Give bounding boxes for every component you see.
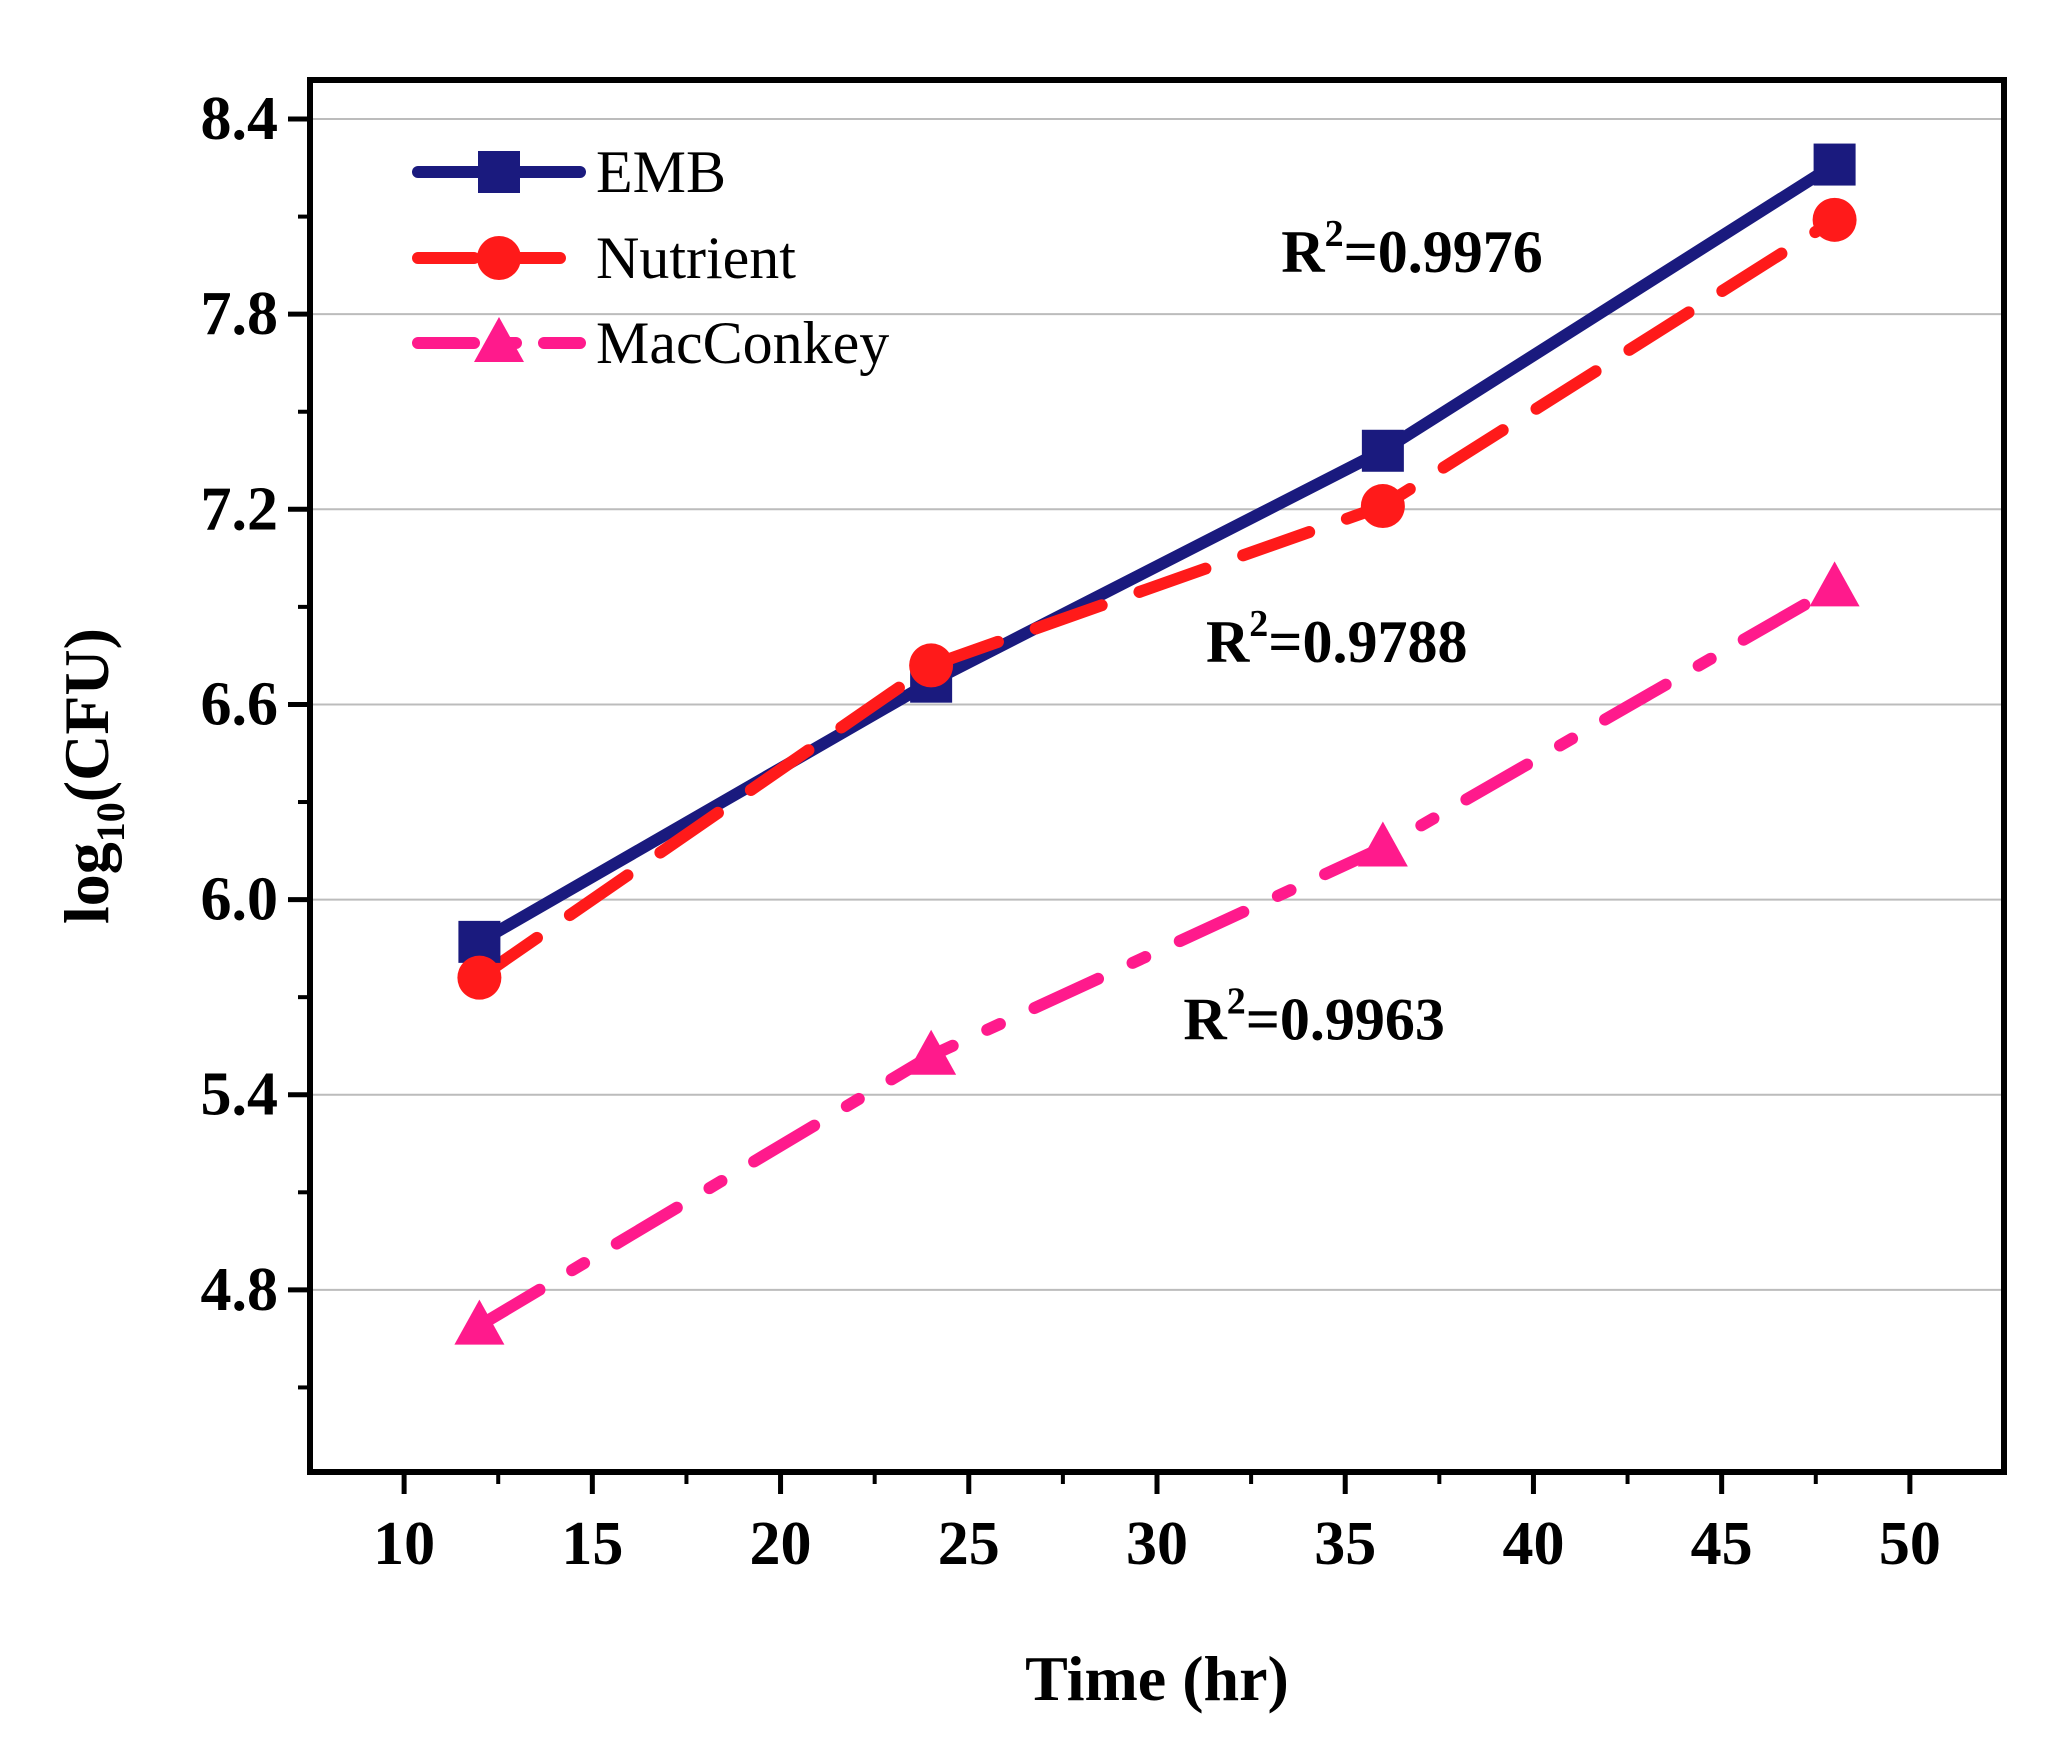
x-tick-label: 50 [1879, 1510, 1941, 1578]
r-squared-annotation: R2=0.9976 [1281, 213, 1543, 285]
data-point-nutrient [1360, 484, 1405, 529]
axes: 4.8 5.4 6.0 6.6 7.2 7.8 8.4 10 15 20 25 30 35 40 45 50 [201, 85, 1941, 1578]
r-squared-prefix: R [1281, 219, 1325, 285]
x-axis-title: Time (hr) [1025, 1643, 1289, 1714]
data-point-macconkey [454, 1299, 505, 1345]
x-tick-label: 45 [1691, 1510, 1753, 1578]
data-point-macconkey [906, 1029, 957, 1075]
x-tick-label: 25 [938, 1510, 1000, 1578]
y-tick-label: 4.8 [201, 1256, 279, 1324]
y-axis-title-subscript: 10 [88, 802, 133, 842]
r-squared-annotation: R2=0.9963 [1183, 980, 1445, 1052]
r-squared-value: =0.9963 [1246, 986, 1445, 1052]
y-tick-label: 6.0 [201, 866, 279, 934]
r-squared-superscript: 2 [1249, 603, 1268, 645]
x-tick-label: 35 [1314, 1510, 1376, 1578]
series-line-emb [473, 158, 1841, 948]
legend-marker-nutrient [477, 236, 521, 280]
y-axis-title: log10(CFU) [51, 628, 133, 924]
legend-label-emb: EMB [596, 139, 726, 205]
legend-label-nutrient: Nutrient [596, 225, 796, 291]
y-tick-label: 7.8 [201, 280, 279, 348]
r-squared-superscript: 2 [1227, 980, 1246, 1022]
data-point-nutrient [1812, 197, 1857, 242]
x-tick-label: 30 [1126, 1510, 1188, 1578]
series-markers [454, 143, 1860, 1345]
x-tick-label: 20 [750, 1510, 812, 1578]
y-tick-label: 8.4 [201, 85, 279, 153]
r-squared-prefix: R [1183, 986, 1227, 1052]
y-tick-label: 7.2 [201, 475, 279, 543]
legend-marker-macconkey [474, 317, 524, 362]
gridlines [310, 118, 2004, 1291]
data-point-emb [1813, 143, 1856, 186]
legend-label-macconkey: MacConkey [596, 310, 889, 376]
x-tick-label: 15 [561, 1510, 623, 1578]
r-squared-prefix: R [1206, 609, 1250, 675]
r-squared-value: =0.9976 [1344, 219, 1543, 285]
y-tick-label: 5.4 [201, 1061, 279, 1129]
plot-frame [307, 77, 2007, 1475]
x-tick-label: 40 [1502, 1510, 1564, 1578]
y-axis-title-main: log [51, 842, 122, 924]
data-point-macconkey [1357, 821, 1408, 867]
r-squared-annotation: R2=0.9788 [1206, 603, 1468, 675]
series-line-macconkey [473, 581, 1841, 1332]
data-point-macconkey [1809, 561, 1860, 607]
legend-marker-emb [478, 151, 520, 193]
data-point-emb [1361, 429, 1404, 472]
data-point-nutrient [909, 643, 954, 688]
y-axis-title-rest: (CFU) [51, 628, 122, 802]
legend: EMB Nutrient MacConkey [412, 139, 889, 376]
r-squared-superscript: 2 [1325, 213, 1344, 255]
series-line-nutrient [473, 213, 1841, 984]
x-tick-label: 10 [373, 1510, 435, 1578]
r-squared-value: =0.9788 [1268, 609, 1467, 675]
series-lines [473, 158, 1841, 1332]
data-point-nutrient [457, 955, 502, 1000]
y-tick-label: 6.6 [201, 670, 279, 738]
